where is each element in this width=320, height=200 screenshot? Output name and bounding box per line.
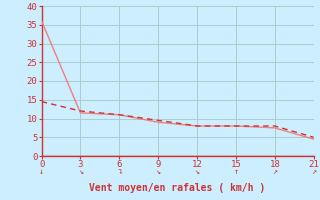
Text: ↗: ↗ [311,167,316,176]
Text: ↘: ↘ [156,167,161,176]
X-axis label: Vent moyen/en rafales ( km/h ): Vent moyen/en rafales ( km/h ) [90,183,266,193]
Text: ↘: ↘ [195,167,200,176]
Text: ↴: ↴ [117,167,122,176]
Text: ↓: ↓ [39,167,44,176]
Text: ↘: ↘ [78,167,83,176]
Text: ↑: ↑ [233,167,238,176]
Text: ↗: ↗ [272,167,277,176]
